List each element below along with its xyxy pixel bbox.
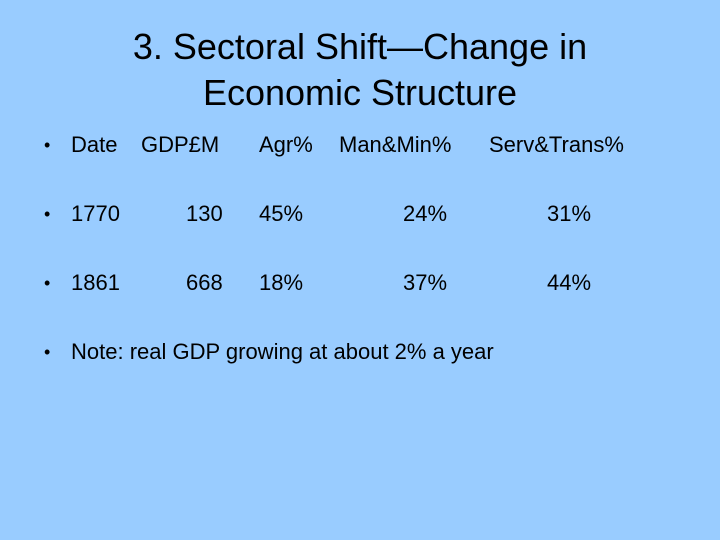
cell-date: 1770 [71, 201, 120, 226]
header-date: Date [71, 132, 118, 157]
cell-date: 1861 [71, 270, 120, 295]
table-row: • 1770 130 45% 24% 31% [0, 199, 720, 229]
cell-gdp: 668 [186, 270, 223, 295]
cell-man: 24% [403, 201, 448, 226]
note-text: Note: real GDP growing at about 2% a yea… [71, 339, 494, 364]
title-line-1: 3. Sectoral Shift—Change in [132, 26, 588, 67]
cell-serv: 44% [547, 270, 592, 295]
note-row: • Note: real GDP growing at about 2% a y… [0, 337, 720, 367]
header-serv: Serv&Trans% [489, 132, 624, 157]
header-man: Man&Min% [339, 132, 452, 157]
bullet-icon: • [44, 342, 51, 362]
cell-serv: 31% [547, 201, 592, 226]
table-header-row: • Date GDP£M Agr% Man&Min% Serv&Trans% [0, 130, 720, 160]
header-gdp: GDP£M [141, 132, 220, 157]
cell-agr: 45% [259, 201, 304, 226]
header-agr: Agr% [259, 132, 313, 157]
cell-agr: 18% [259, 270, 304, 295]
cell-man: 37% [403, 270, 448, 295]
table-row: • 1861 668 18% 37% 44% [0, 268, 720, 298]
bullet-icon: • [44, 135, 51, 155]
cell-gdp: 130 [186, 201, 223, 226]
slide-title: 3. Sectoral Shift—Change in Economic Str… [0, 24, 720, 116]
bullet-icon: • [44, 273, 51, 293]
bullet-icon: • [44, 204, 51, 224]
title-line-2: Economic Structure [202, 72, 518, 113]
